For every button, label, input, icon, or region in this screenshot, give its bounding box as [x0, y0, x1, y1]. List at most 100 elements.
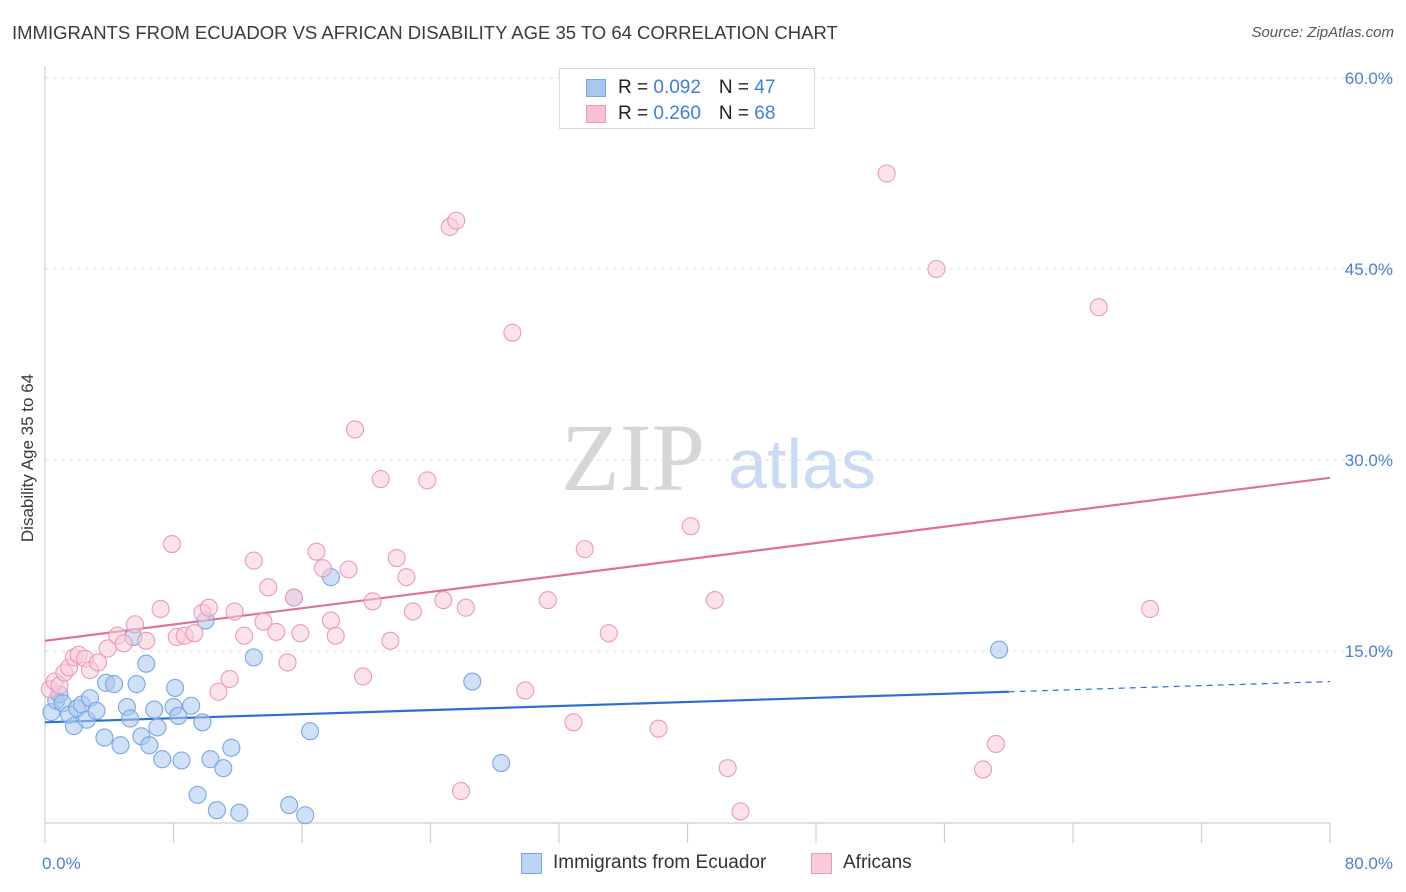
data-point-ecuador [990, 640, 1009, 659]
data-point-africans [209, 682, 228, 701]
data-point-ecuador [153, 750, 172, 769]
data-point-ecuador [188, 785, 207, 804]
data-point-ecuador [230, 803, 249, 822]
stats-swatch-africans [586, 105, 606, 123]
n-value: 47 [754, 77, 776, 98]
trend-lines [44, 476, 1331, 724]
data-point-africans [503, 323, 522, 342]
data-point-ecuador [166, 678, 185, 697]
data-point-africans [313, 559, 332, 578]
n-value: 68 [754, 103, 776, 124]
r-value: 0.260 [653, 103, 701, 124]
data-point-ecuador [137, 654, 156, 673]
data-point-africans [125, 615, 144, 634]
legend-label-africans: Africans [843, 852, 912, 873]
trend-line-dashed-0 [1008, 680, 1331, 693]
data-point-africans [291, 624, 310, 643]
stats-legend-box: R = 0.092 N = 47 R = 0.260 N = 68 [559, 68, 815, 129]
data-point-africans [185, 624, 204, 643]
data-point-africans [564, 713, 583, 732]
data-point-africans [986, 734, 1005, 754]
data-point-africans [137, 631, 156, 650]
data-point-africans [225, 602, 244, 621]
x-tick-label: 0.0% [42, 854, 81, 873]
x-tick-label: 80.0% [1345, 854, 1393, 873]
data-point-africans [1141, 599, 1160, 619]
data-point-africans [447, 211, 466, 230]
data-point-africans [254, 612, 273, 631]
data-point-africans [371, 470, 390, 489]
data-point-ecuador [193, 713, 212, 732]
data-point-africans [307, 542, 326, 561]
data-point-africans [162, 534, 181, 554]
data-point-africans [705, 591, 724, 610]
data-point-ecuador [244, 648, 263, 667]
data-point-africans [284, 588, 304, 607]
data-point-africans [451, 782, 471, 801]
data-point-africans [456, 598, 475, 617]
data-point-ecuador [140, 736, 159, 755]
legend-swatch-ecuador [521, 853, 542, 874]
data-point-africans [681, 517, 700, 536]
data-point-africans [599, 624, 618, 643]
data-point-ecuador [492, 754, 511, 773]
data-point-africans [321, 611, 340, 630]
data-point-africans [114, 634, 133, 653]
data-point-africans [718, 759, 737, 778]
data-point-africans [538, 591, 557, 610]
data-point-africans [278, 653, 297, 672]
data-point-africans [1089, 298, 1108, 317]
watermark-zip: ZIP [561, 404, 705, 511]
data-point-africans [244, 551, 263, 570]
data-point-africans [516, 681, 535, 700]
data-point-ecuador [127, 675, 146, 694]
data-point-ecuador [121, 709, 140, 728]
legend-swatch-africans [811, 853, 832, 874]
data-point-africans [363, 592, 382, 611]
data-point-africans [387, 548, 406, 568]
data-points [40, 164, 1160, 825]
data-point-ecuador [207, 801, 226, 820]
data-point-africans [434, 591, 453, 610]
data-point-africans [877, 164, 896, 183]
trend-line-1 [44, 476, 1331, 642]
data-point-africans [326, 626, 345, 645]
data-point-africans [88, 653, 108, 672]
data-point-ecuador [172, 751, 191, 770]
chart-legend: Immigrants from Ecuador Africans [0, 850, 1406, 878]
data-point-ecuador [87, 701, 106, 720]
data-point-africans [397, 568, 416, 587]
y-tick-label: 60.0% [1345, 69, 1393, 88]
chart-title: IMMIGRANTS FROM ECUADOR VS AFRICAN DISAB… [12, 22, 838, 43]
data-point-ecuador [201, 750, 220, 769]
data-point-africans [353, 667, 373, 686]
data-point-africans [235, 626, 254, 645]
chart-source: Source: ZipAtlas.com [1251, 24, 1394, 41]
y-tick-label: 15.0% [1345, 642, 1393, 661]
data-point-africans [973, 760, 993, 779]
data-point-africans [339, 560, 358, 579]
data-point-africans [381, 631, 400, 650]
data-point-ecuador [105, 675, 124, 694]
data-point-ecuador [111, 736, 130, 755]
data-point-africans [98, 639, 117, 658]
data-point-africans [259, 578, 278, 597]
tick-labels: 15.0% 30.0% 45.0% 60.0% 0.0% 80.0% [42, 69, 1393, 873]
y-tick-label: 30.0% [1345, 451, 1393, 470]
data-point-ecuador [95, 728, 114, 747]
data-point-africans [267, 622, 286, 641]
data-point-ecuador [145, 700, 164, 719]
watermark-atlas: atlas [728, 425, 876, 503]
data-point-africans [418, 471, 437, 490]
data-point-ecuador [148, 718, 167, 737]
r-label: R = [618, 77, 654, 98]
data-point-africans [731, 802, 750, 821]
r-label: R = [618, 103, 654, 124]
watermark: ZIP atlas [561, 404, 876, 511]
data-point-africans [575, 540, 594, 559]
r-value: 0.092 [653, 77, 701, 98]
data-point-africans [220, 669, 239, 689]
n-label: N = [718, 77, 755, 98]
n-label: N = [718, 103, 755, 124]
